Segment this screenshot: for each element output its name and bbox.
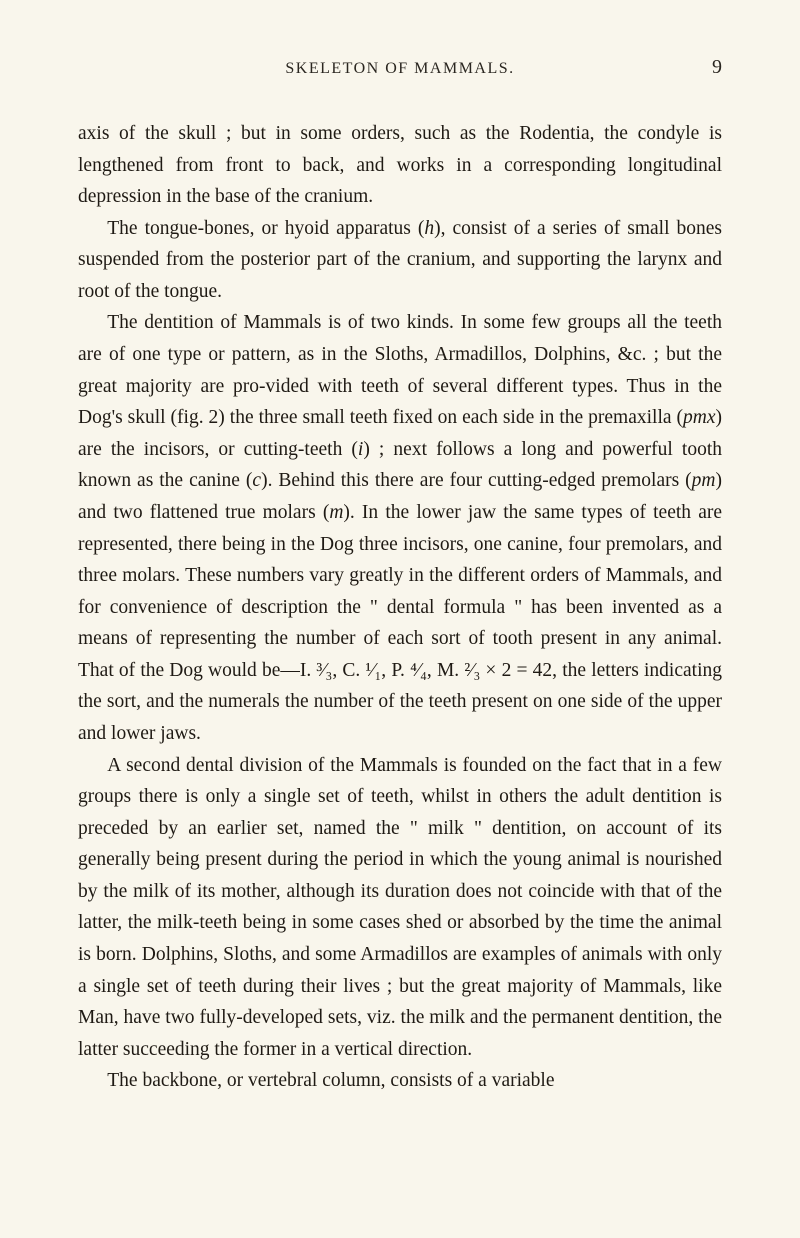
- paragraph-2: The tongue-bones, or hyoid apparatus (h)…: [78, 213, 722, 308]
- text-run: The tongue-bones, or hyoid apparatus (: [107, 218, 424, 239]
- text-run: ). Behind this there are four cutting-ed…: [261, 470, 692, 491]
- italic-pm: pm: [692, 470, 716, 491]
- italic-pmx: pmx: [683, 407, 716, 428]
- page-body: axis of the skull ; but in some orders, …: [78, 118, 722, 1097]
- running-header: SKELETON OF MAMMALS.: [88, 60, 712, 78]
- italic-h: h: [424, 218, 434, 239]
- italic-m: m: [329, 502, 343, 523]
- paragraph-5: The backbone, or vertebral column, consi…: [78, 1065, 722, 1097]
- italic-c: c: [252, 470, 261, 491]
- paragraph-1: axis of the skull ; but in some orders, …: [78, 118, 722, 213]
- paragraph-4: A second dental division of the Mammals …: [78, 750, 722, 1066]
- text-run: ). In the lower jaw the same types of te…: [78, 502, 722, 744]
- page-number: 9: [712, 56, 722, 79]
- paragraph-3: The dentition of Mammals is of two kinds…: [78, 307, 722, 749]
- text-run: The dentition of Mammals is of two kinds…: [78, 312, 722, 428]
